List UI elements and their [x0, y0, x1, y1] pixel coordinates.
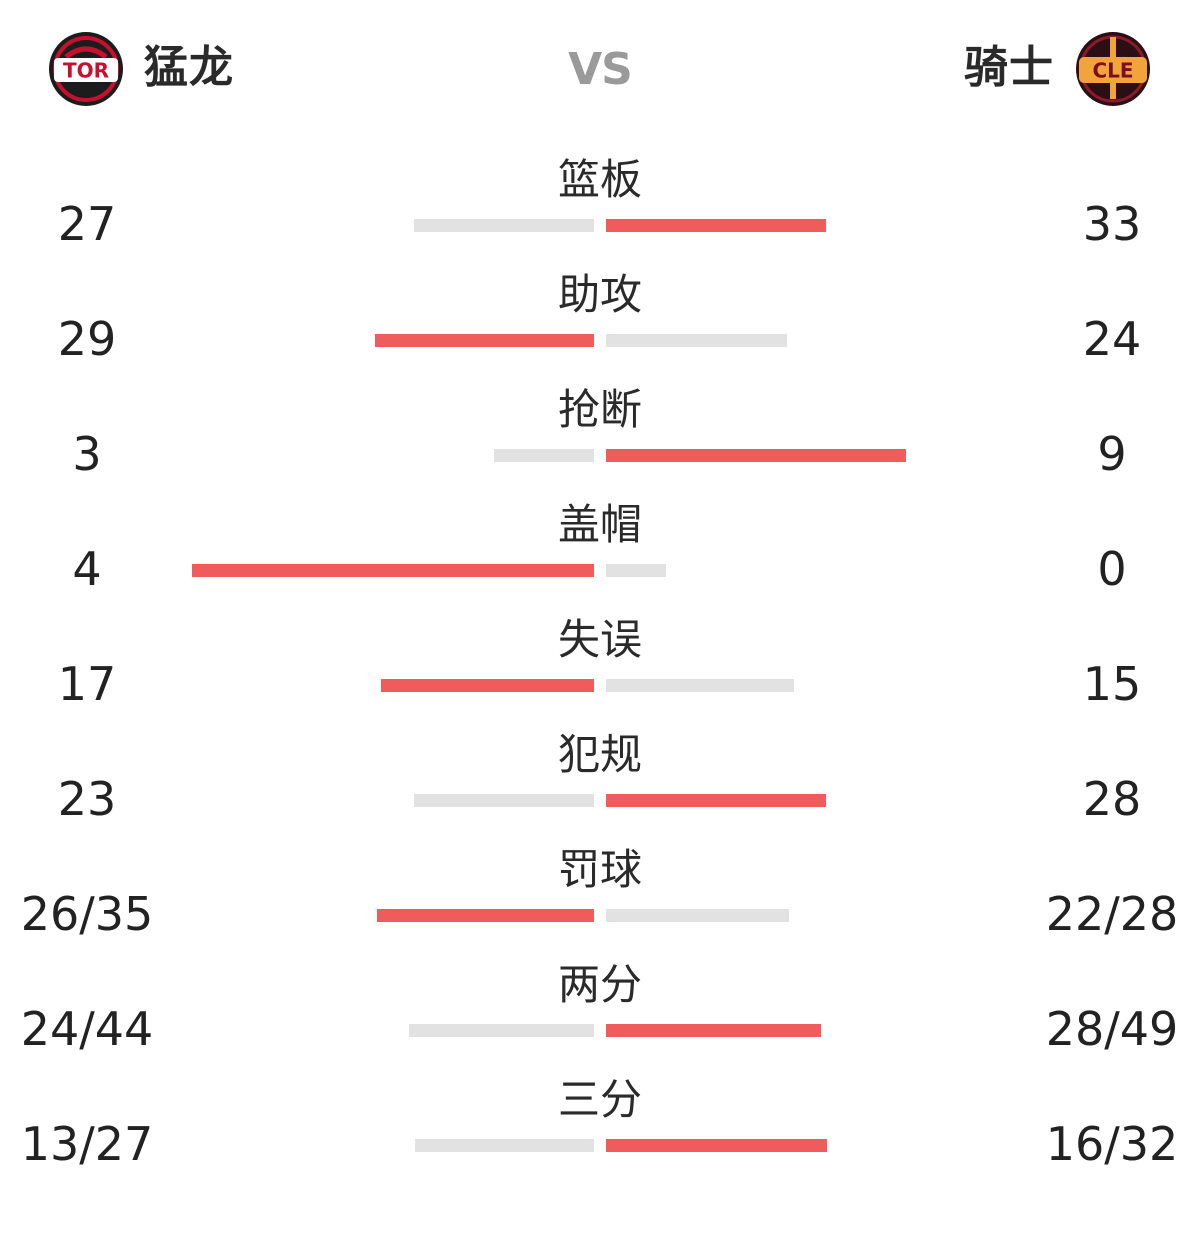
home-stat-value: 26/35	[20, 887, 154, 941]
matchup-header: TOR 猛龙 VS 骑士 CLE	[0, 0, 1200, 140]
svg-text:TOR: TOR	[63, 59, 109, 83]
away-stat-value: 15	[1082, 657, 1142, 711]
home-stat-bar	[414, 794, 594, 807]
home-stat-bar	[409, 1024, 594, 1037]
away-stat-bar	[606, 219, 826, 232]
away-stat-value: 28/49	[1045, 1002, 1179, 1056]
home-stat-bar	[375, 334, 594, 347]
stat-label: 助攻	[557, 270, 642, 319]
home-stat-bar	[192, 564, 594, 577]
away-stat-bar	[606, 334, 787, 347]
away-stat-bar	[606, 794, 826, 807]
svg-text:CLE: CLE	[1092, 59, 1133, 83]
cavaliers-logo-icon: CLE	[1075, 31, 1151, 107]
away-stat-bar	[606, 1024, 821, 1037]
away-stat-value: 33	[1082, 197, 1142, 251]
raptors-logo-icon: TOR	[48, 31, 124, 107]
home-stat-value: 24/44	[20, 1002, 154, 1056]
away-stat-value: 28	[1082, 772, 1142, 826]
stat-row: 助攻 29 24	[0, 265, 1200, 380]
stat-label: 犯规	[557, 730, 642, 779]
stat-row: 抢断 3 9	[0, 380, 1200, 495]
stat-label: 两分	[557, 960, 642, 1009]
home-stat-value: 23	[57, 772, 117, 826]
home-stat-value: 29	[57, 312, 117, 366]
stat-row: 篮板 27 33	[0, 150, 1200, 265]
home-stat-value: 3	[72, 427, 102, 481]
away-stat-value: 16/32	[1045, 1117, 1179, 1171]
stat-row: 盖帽 4 0	[0, 495, 1200, 610]
away-stat-value: 22/28	[1045, 887, 1179, 941]
stat-row: 罚球 26/35 22/28	[0, 840, 1200, 955]
stat-row: 两分 24/44 28/49	[0, 955, 1200, 1070]
vs-label: VS	[568, 44, 633, 95]
away-stat-value: 9	[1097, 427, 1127, 481]
home-stat-bar	[377, 909, 594, 922]
home-stat-bar	[381, 679, 594, 692]
stat-label: 失误	[557, 615, 642, 664]
stat-label: 盖帽	[557, 500, 642, 549]
away-stat-bar	[606, 1139, 827, 1152]
stat-row: 失误 17 15	[0, 610, 1200, 725]
stat-label: 抢断	[557, 385, 642, 434]
home-stat-value: 4	[72, 542, 102, 596]
away-stat-value: 0	[1097, 542, 1127, 596]
home-stat-bar	[415, 1139, 594, 1152]
home-team-name: 猛龙	[144, 42, 234, 93]
away-stat-bar	[606, 449, 906, 462]
away-team-name: 骑士	[964, 42, 1054, 93]
home-stat-value: 13/27	[20, 1117, 154, 1171]
home-stat-bar	[494, 449, 594, 462]
away-stat-bar	[606, 564, 666, 577]
stat-label: 篮板	[557, 155, 642, 204]
away-stat-bar	[606, 679, 794, 692]
home-stat-value: 27	[57, 197, 117, 251]
stat-row: 三分 13/27 16/32	[0, 1070, 1200, 1185]
stat-row: 犯规 23 28	[0, 725, 1200, 840]
home-stat-value: 17	[57, 657, 117, 711]
away-stat-bar	[606, 909, 789, 922]
stat-label: 罚球	[557, 845, 642, 894]
stat-label: 三分	[557, 1075, 642, 1124]
team-stats-comparison: 篮板 27 33 助攻 29 24 抢断 3 9 盖帽 4 0 失误 17 15 犯规 23 28 罚球 26/35 2…	[0, 150, 1200, 1185]
away-stat-value: 24	[1082, 312, 1142, 366]
home-stat-bar	[414, 219, 594, 232]
